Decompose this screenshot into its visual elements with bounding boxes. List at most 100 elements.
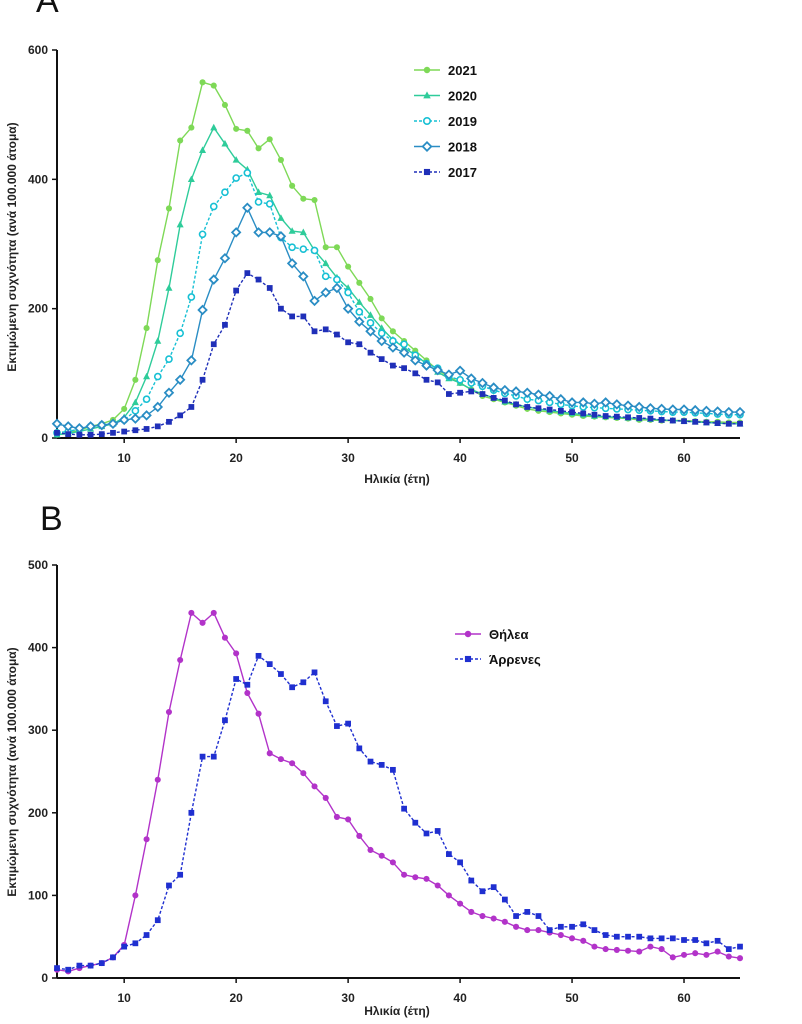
panel-b-data-point-άρρενες (681, 937, 687, 943)
panel-a-data-point-2019 (321, 272, 330, 281)
panel-b-data-point-άρρενες (334, 723, 340, 729)
panel-b-data-point-άρρενες (188, 809, 195, 816)
panel-b-data-point-θήλεα (367, 846, 374, 854)
panel-a-data-point-2018 (331, 282, 343, 294)
panel-a-data-point-2018 (219, 252, 231, 264)
panel-b-data-point-άρρενες (468, 877, 475, 884)
panel-a-data-point-2017 (76, 431, 83, 438)
panel-b-data-point-θήλεα (221, 634, 228, 641)
panel-a-data-point-2017 (121, 428, 128, 435)
panel-a-series-line-2018 (56, 206, 740, 430)
panel-a-data-point-2018 (421, 360, 432, 371)
panel-a-data-point-2017 (244, 270, 251, 276)
panel-a-data-point-2017 (501, 397, 508, 404)
panel-label-b: B (40, 500, 63, 538)
panel-a-data-point-2021 (389, 328, 396, 335)
panel-b-data-point-θήλεα (412, 874, 419, 881)
panel-a-legend-label-2018: 2018 (448, 140, 477, 155)
panel-b-legend-label-θήλεα: Θήλεα (489, 627, 528, 642)
panel-b-data-point-άρρενες (591, 927, 598, 933)
panel-a-data-point-2021 (154, 257, 161, 264)
panel-a-data-point-2018 (118, 414, 130, 426)
panel-a-data-point-2018 (85, 421, 96, 432)
panel-a-data-point-2021 (367, 295, 374, 303)
panel-b-data-point-άρρενες (210, 753, 217, 760)
panel-b-data-point-θήλεα (322, 794, 329, 801)
panel-a-data-point-2018 (186, 355, 197, 366)
panel-b-data-point-θήλεα (513, 923, 520, 930)
panel-a-data-point-2019 (254, 198, 263, 206)
panel-b-data-point-άρρενες (177, 871, 184, 878)
panel-a-data-point-2020 (266, 191, 274, 199)
panel-a-data-point-2017 (647, 415, 654, 422)
panel-b-data-point-άρρενες (132, 940, 139, 947)
panel-b-data-point-άρρενες (692, 937, 699, 943)
panel-a-data-point-2020 (210, 123, 218, 131)
panel-a-data-point-2017 (725, 420, 732, 427)
panel-b-data-point-άρρενες (378, 762, 385, 768)
panel-a-x-tick-label: 10 (118, 451, 132, 465)
panel-a-legend-label-2020: 2020 (448, 89, 477, 104)
panel-a-data-point-2017 (703, 419, 710, 426)
panel-a-data-point-2017 (132, 427, 139, 434)
panel-b-data-point-θήλεα (311, 783, 318, 790)
panel-a-data-point-2017 (457, 389, 463, 396)
panel-a-data-point-2017 (300, 313, 307, 320)
panel-a-legend-label-2019: 2019 (448, 114, 477, 129)
panel-b-data-point-άρρενες (54, 965, 60, 971)
panel-a-data-point-2020 (322, 259, 330, 267)
panel-b-data-point-άρρενες (513, 913, 519, 919)
panel-a-data-point-2019 (142, 395, 151, 404)
panel-a-data-point-2019 (198, 230, 207, 239)
panel-a-data-point-2017 (737, 420, 743, 427)
panel-b-data-point-θήλεα (356, 832, 363, 839)
panel-b-data-point-θήλεα (669, 954, 676, 961)
panel-a-data-point-2017 (591, 411, 598, 418)
panel-a-data-point-2020 (154, 337, 162, 344)
panel-b-data-point-άρρενες (87, 962, 94, 969)
panel-b-x-tick-label: 40 (453, 991, 467, 1005)
panel-b-data-point-άρρενες (457, 859, 463, 866)
panel-a-data-point-2020 (176, 220, 184, 228)
panel-b-data-point-θήλεα (345, 816, 352, 823)
panel-a-data-point-2019 (400, 340, 408, 349)
panel-a-x-tick-label: 20 (229, 451, 243, 465)
panel-a-data-point-2017 (524, 404, 531, 410)
panel-a-data-point-2018 (242, 202, 253, 214)
panel-b-data-point-άρρενες (613, 933, 620, 940)
panel-b-data-point-άρρενες (367, 758, 374, 765)
panel-a-data-point-2018 (454, 365, 466, 377)
panel-a-data-point-2020 (288, 227, 296, 234)
panel-a-data-point-2020 (378, 324, 386, 331)
panel-a-data-point-2018 (130, 413, 141, 424)
panel-a-data-point-2021 (356, 279, 363, 286)
panel-a-data-point-2018 (309, 295, 320, 307)
panel-b-y-tick-label: 500 (28, 558, 48, 572)
panel-a-data-point-2017 (535, 405, 542, 412)
panel-b-plot: 0 100 200 300 400 500 10 20 30 40 50 60 Θήλεα Άρρενες (28, 558, 744, 1005)
panel-b-data-point-άρρενες (412, 819, 419, 826)
panel-a-data-point-2021 (221, 101, 228, 109)
panel-a-data-point-2018 (533, 389, 544, 400)
panel-a-data-point-2018 (510, 386, 522, 397)
x-axis-title-a: Ηλικία (έτη) (364, 472, 430, 486)
panel-a-data-point-2017 (210, 341, 217, 348)
panel-a-data-point-2020 (187, 175, 195, 183)
panel-a-data-point-2018 (253, 227, 264, 238)
panel-b-data-point-θήλεα (490, 915, 497, 922)
panel-a-data-point-2017 (177, 412, 184, 419)
panel-a-data-point-2021 (255, 145, 262, 152)
panel-a-data-point-2020 (131, 398, 139, 406)
panel-b-legend-marker-άρρενες (464, 655, 472, 663)
panel-a-data-point-2019 (288, 243, 296, 252)
panel-b-data-point-άρρενες (647, 935, 654, 942)
panel-b-data-point-θήλεα (647, 943, 654, 950)
panel-b-y-tick-label: 0 (41, 971, 48, 985)
panel-a-data-point-2018 (320, 287, 331, 298)
panel-a-data-point-2017 (266, 285, 273, 291)
panel-b-data-point-θήλεα (143, 836, 150, 843)
panel-a-data-point-2018 (589, 398, 600, 409)
panel-a-data-point-2019 (310, 246, 319, 255)
panel-b-data-point-άρρενες (524, 909, 531, 915)
panel-b-data-point-θήλεα (244, 689, 251, 697)
